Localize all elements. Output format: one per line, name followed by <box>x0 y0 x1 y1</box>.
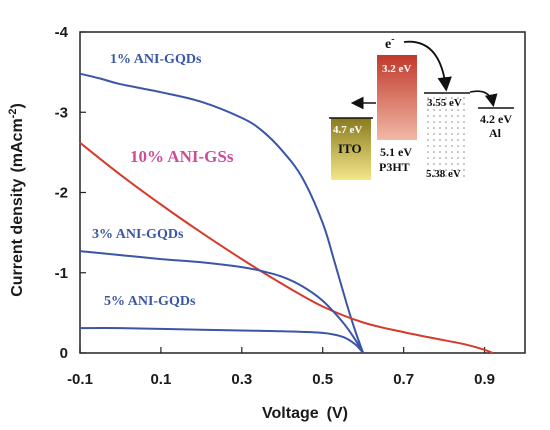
al-name: Al <box>489 126 502 140</box>
energy-level-inset: 3.2 eV 5.1 eV P3HT 4.7 eV ITO 3.55 eV 5.… <box>329 34 514 180</box>
series-layer <box>79 72 493 354</box>
x-tick-label: 0.5 <box>312 371 333 388</box>
ito-level-label: 4.7 eV <box>333 124 362 136</box>
x-tick-label: 0.3 <box>231 371 252 388</box>
al-transfer-arrow <box>469 90 498 108</box>
x-tick-label: 0.1 <box>150 371 171 388</box>
y-tick-label: -4 <box>55 24 69 41</box>
series-line-2 <box>79 250 365 354</box>
series-line-1 <box>79 141 493 354</box>
y-tick-label: -1 <box>55 265 68 282</box>
acceptor-homo-label: 5.38 eV <box>426 168 461 180</box>
electron-label: e- <box>385 34 395 52</box>
series-line-3 <box>79 327 364 354</box>
p3ht-band <box>377 55 417 140</box>
x-tick-label: 0.9 <box>474 371 495 388</box>
y-tick-label: -2 <box>55 185 68 202</box>
annotation-10pct-gss: 10% ANI-GSs <box>130 147 234 166</box>
p3ht-homo-label: 5.1 eV <box>380 145 412 159</box>
y-tick-label: 0 <box>60 345 68 362</box>
x-tick-label: 0.7 <box>393 371 414 388</box>
tick-labels: -0.1 0.1 0.3 0.5 0.7 0.9 0 -1 -2 -3 -4 <box>55 24 495 388</box>
acceptor-band <box>424 93 466 179</box>
annotation-1pct-gqds: 1% ANI-GQDs <box>110 52 202 67</box>
annotation-3pct-gqds: 3% ANI-GQDs <box>92 227 184 242</box>
p3ht-lumo-label: 3.2 eV <box>382 63 411 75</box>
plot-area <box>79 31 526 354</box>
ito-name: ITO <box>338 141 362 156</box>
electron-transfer-arrow <box>403 40 452 92</box>
annotation-5pct-gqds: 5% ANI-GQDs <box>104 294 196 309</box>
acceptor-lumo-label: 3.55 eV <box>427 97 462 109</box>
y-tick-label: -3 <box>55 104 68 121</box>
y-axis-title: Current density(mAcm-2) <box>7 103 26 297</box>
series-line-0 <box>79 72 365 354</box>
x-tick-label: -0.1 <box>67 371 93 388</box>
p3ht-name: P3HT <box>379 160 410 174</box>
x-axis-title: Voltage (V) <box>262 405 348 422</box>
al-level-label: 4.2 eV <box>480 112 512 126</box>
ito-band <box>331 118 371 180</box>
